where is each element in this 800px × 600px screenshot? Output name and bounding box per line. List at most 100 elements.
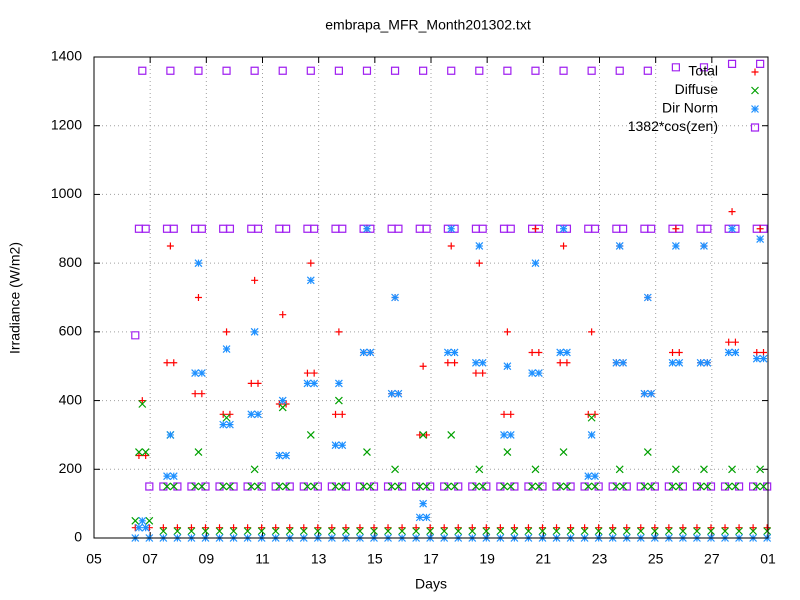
point: [756, 235, 765, 244]
point: [303, 369, 311, 377]
point: [669, 348, 677, 356]
legend: Total Diffuse Dir Norm 1382*cos(zen): [628, 63, 760, 134]
point: [665, 524, 673, 532]
point: [510, 482, 519, 491]
point: [384, 527, 392, 536]
point: [230, 524, 238, 532]
point: [752, 354, 761, 363]
point: [271, 482, 280, 491]
point: [299, 482, 308, 491]
point: [391, 293, 399, 302]
point: [310, 379, 319, 388]
point: [398, 527, 406, 536]
point: [584, 482, 593, 491]
point: [141, 448, 150, 457]
point: [454, 527, 463, 536]
point: [135, 452, 143, 460]
point: [528, 369, 537, 378]
point: [225, 420, 234, 429]
point: [419, 362, 427, 370]
legend-marker: [751, 68, 759, 76]
point: [426, 527, 435, 536]
point: [250, 327, 259, 336]
point: [454, 524, 462, 532]
point: [591, 482, 599, 491]
marks: [131, 59, 772, 542]
point: [760, 348, 768, 356]
point: [359, 482, 368, 491]
point: [222, 413, 231, 422]
point: [387, 482, 396, 491]
point: [422, 482, 431, 491]
point: [482, 527, 491, 536]
point: [647, 389, 656, 398]
point: [727, 59, 737, 68]
point: [475, 465, 484, 474]
y-tick-label: 1400: [51, 48, 82, 64]
point: [173, 482, 182, 491]
point: [131, 331, 140, 340]
point: [584, 472, 593, 481]
y-tick-label: 600: [59, 323, 83, 339]
point: [135, 523, 143, 532]
point: [615, 66, 624, 75]
point: [138, 516, 147, 525]
point: [749, 527, 758, 536]
point: [581, 524, 589, 532]
point: [559, 224, 568, 233]
x-tick-label: 17: [423, 551, 439, 567]
point: [187, 524, 195, 532]
point: [622, 527, 631, 536]
point: [615, 242, 624, 250]
point: [191, 369, 200, 378]
x-tick-label: 25: [648, 551, 664, 567]
point: [383, 482, 393, 491]
point: [394, 224, 403, 233]
x-tick-label: 23: [592, 551, 608, 567]
point: [587, 66, 596, 75]
point: [327, 482, 336, 491]
point: [506, 431, 515, 439]
point: [734, 482, 744, 491]
point: [145, 482, 154, 491]
point: [197, 224, 206, 233]
point: [479, 369, 487, 377]
point: [419, 499, 428, 508]
point: [225, 482, 234, 491]
point: [286, 524, 294, 532]
point: [591, 472, 599, 481]
chart-title: embrapa_MFR_Month201302.txt: [325, 17, 531, 33]
point: [619, 358, 628, 367]
point: [142, 452, 150, 460]
point: [243, 482, 252, 491]
point: [131, 516, 140, 525]
point: [223, 328, 231, 336]
legend-label: Diffuse: [675, 81, 719, 97]
point: [257, 527, 266, 536]
point: [608, 482, 617, 491]
point: [664, 482, 673, 491]
point: [135, 448, 143, 457]
point: [587, 431, 596, 439]
point: [275, 451, 284, 460]
series: [131, 59, 772, 491]
point: [254, 379, 262, 387]
point: [191, 390, 199, 398]
point: [468, 482, 477, 491]
point: [675, 358, 684, 367]
point: [721, 527, 729, 536]
point: [612, 358, 621, 367]
point: [640, 389, 649, 398]
point: [444, 359, 452, 367]
point: [451, 359, 459, 367]
point: [356, 527, 364, 536]
point: [362, 66, 372, 75]
point: [163, 359, 171, 367]
point: [510, 527, 519, 536]
point: [531, 259, 540, 268]
point: [306, 276, 315, 285]
x-tick-label: 21: [536, 551, 552, 567]
point: [187, 527, 196, 536]
point: [342, 524, 350, 532]
point: [285, 482, 294, 491]
